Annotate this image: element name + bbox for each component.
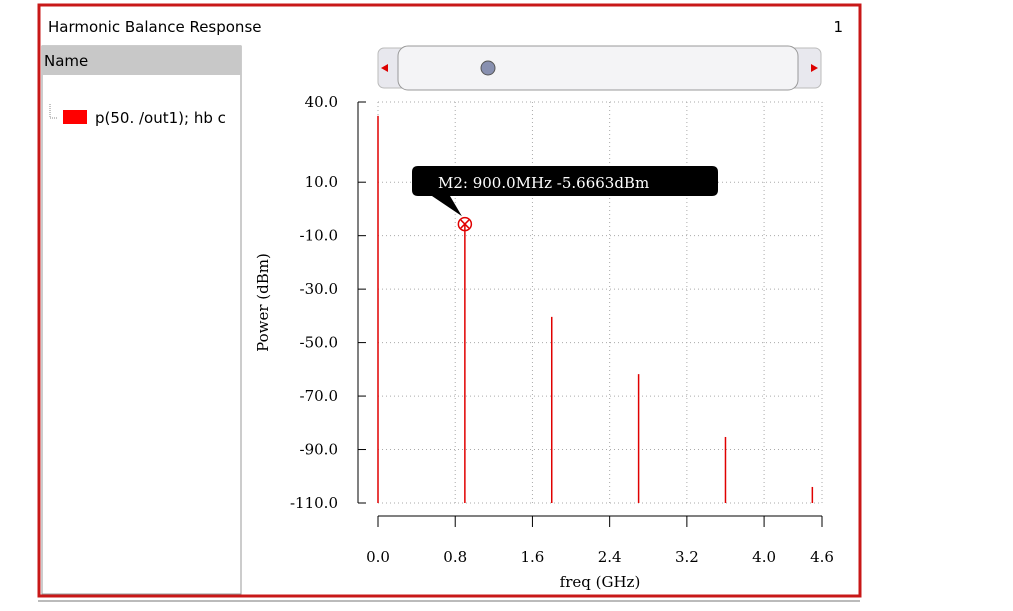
window-number: 1 [833,18,843,36]
y-tick-label: -10.0 [300,227,338,245]
y-axis-label: Power (dBm) [254,253,272,352]
annotation-box [412,166,718,217]
x-tick-label: 2.4 [598,548,622,566]
legend-swatch [63,110,87,124]
y-tick-label: -50.0 [300,334,338,352]
annotation: M2: 900.0MHz -5.6663dBm [438,174,649,192]
scroll-thumb[interactable] [397,45,799,91]
y-tick-label: -110.0 [290,494,338,512]
tree-line [49,104,58,119]
y-tick-label: -90.0 [300,441,338,459]
scroll-handle[interactable] [480,60,496,76]
marker [457,216,473,232]
legend-panel [41,45,242,595]
x-tick-label: 1.6 [521,548,545,566]
panel-header-text: Name [44,52,88,70]
x-tick-label: 4.6 [810,548,834,566]
panel-header [42,46,241,75]
x-tick-label: 0.0 [366,548,390,566]
x-tick-label: 4.0 [752,548,776,566]
x-axis-label: freq (GHz) [560,573,641,591]
x-tick-label: 0.8 [443,548,467,566]
y-tick-label: 40.0 [305,93,338,111]
y-tick-label: -70.0 [300,387,338,405]
window-title: Harmonic Balance Response [48,18,262,36]
x-tick-label: 3.2 [675,548,699,566]
y-tick-label: -30.0 [300,280,338,298]
legend-item[interactable]: p(50. /out1); hb c [95,109,226,127]
marker-cross [460,219,470,229]
plot: 40.0 10.0 -10.0 -30.0 -50.0 -70.0 -90.0 -110.0 0… [254,93,834,591]
y-tick-label: 10.0 [305,173,338,191]
